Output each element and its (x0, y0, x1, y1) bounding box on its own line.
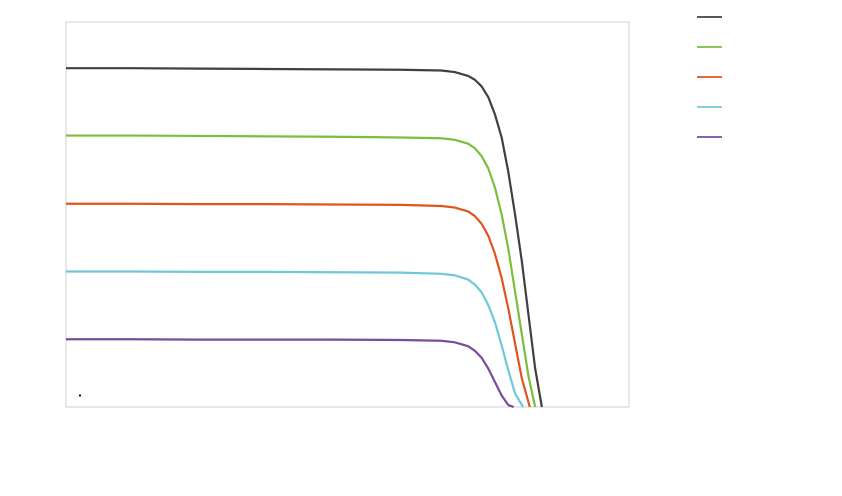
series-layer (66, 67, 543, 409)
series-line-4 (66, 270, 525, 408)
series-line-2 (66, 134, 537, 408)
series-line-1 (66, 67, 543, 408)
series-line-3 (66, 202, 531, 408)
plot-area-frame (65, 21, 630, 408)
series-line-5 (66, 338, 515, 409)
plot-marker-dot (78, 394, 82, 397)
legend (697, 16, 722, 138)
